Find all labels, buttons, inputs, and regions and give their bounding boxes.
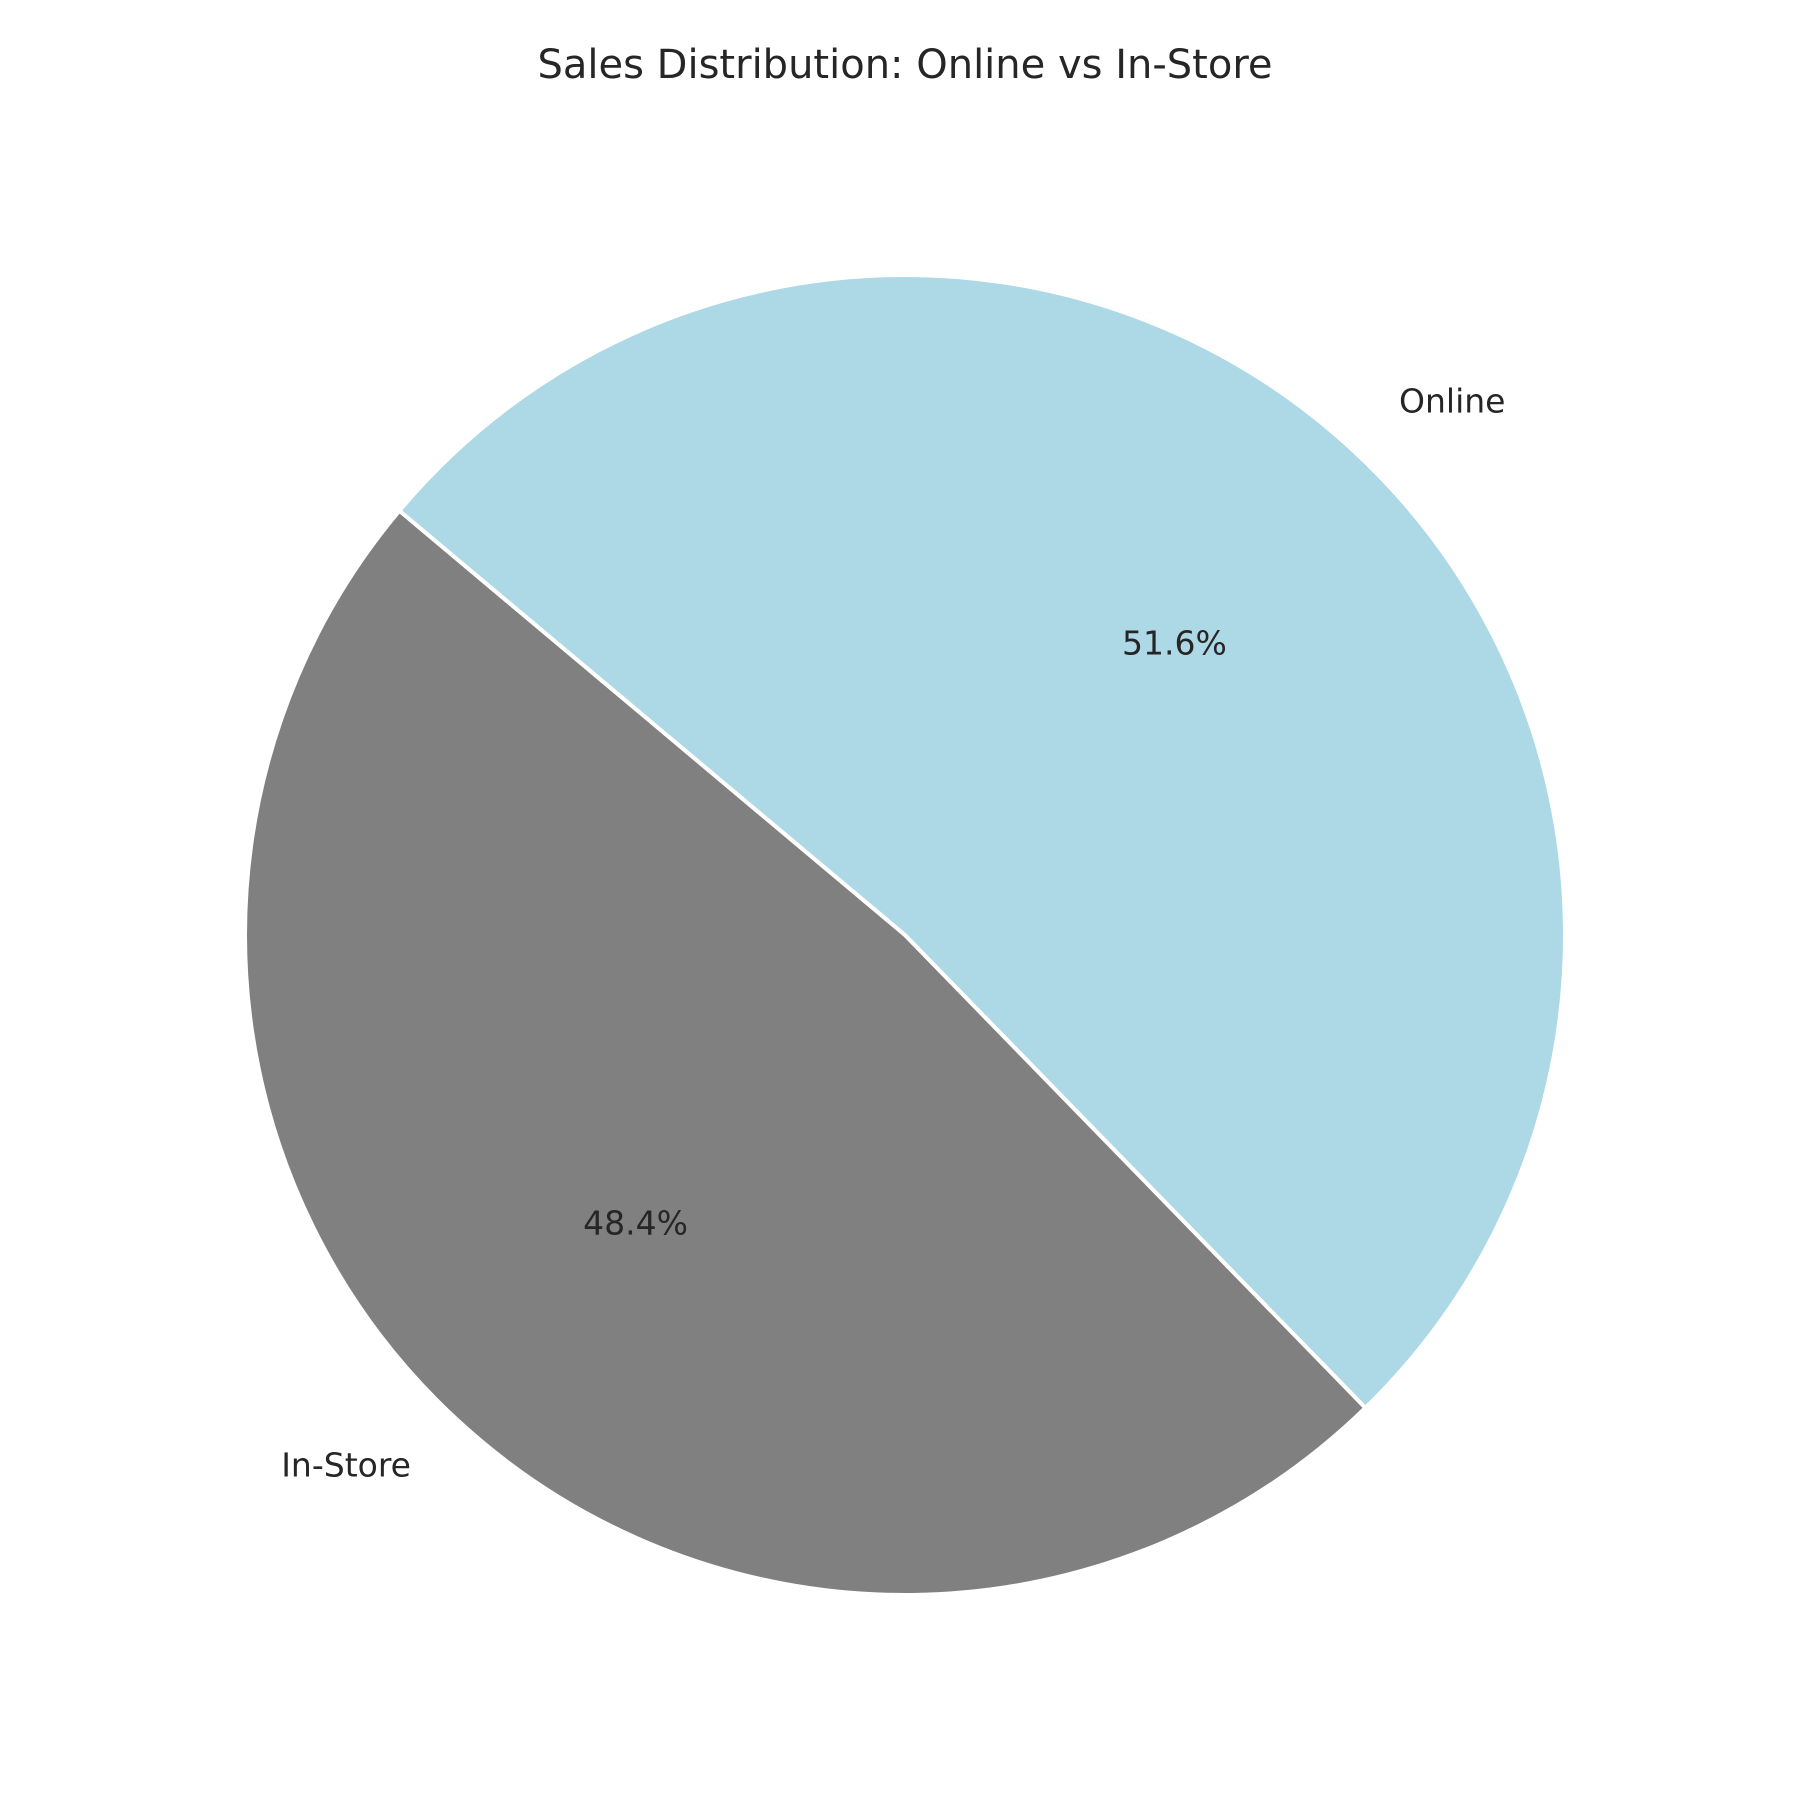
pie-labels: In-Store 48.4% Online 51.6%	[281, 382, 1505, 1485]
slice-label-in-store: In-Store	[281, 1445, 411, 1484]
slice-label-online: Online	[1399, 382, 1505, 421]
slice-percent-online: 51.6%	[1122, 623, 1227, 662]
pie-slice-in-store	[243, 508, 1368, 1597]
pie-slice-online	[397, 273, 1567, 1410]
chart-title: Sales Distribution: Online vs In-Store	[538, 42, 1273, 88]
slice-percent-in-store: 48.4%	[583, 1204, 688, 1243]
pie-slices	[243, 273, 1567, 1597]
